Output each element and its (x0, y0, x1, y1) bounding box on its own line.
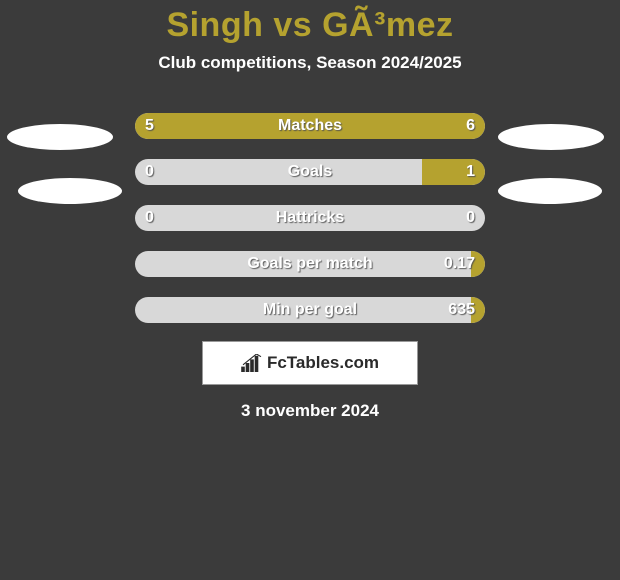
bar-fill-right (471, 297, 485, 323)
shadow-ellipse (7, 124, 113, 150)
source-logo: FcTables.com (202, 341, 418, 385)
bar-fill-right (294, 113, 485, 139)
bar-chart-icon (241, 354, 263, 372)
bar-track (135, 297, 485, 323)
page-subtitle: Club competitions, Season 2024/2025 (0, 53, 620, 103)
bar-fill-right (422, 159, 485, 185)
stat-row: Min per goal635 (0, 287, 620, 333)
bar-fill-right (471, 251, 485, 277)
bar-track (135, 113, 485, 139)
date-text: 3 november 2024 (0, 385, 620, 421)
bar-track (135, 159, 485, 185)
bar-track (135, 251, 485, 277)
page-title: Singh vs GÃ³mez (0, 0, 620, 53)
shadow-ellipse (18, 178, 122, 204)
bar-track (135, 205, 485, 231)
stat-row: Goals per match0.17 (0, 241, 620, 287)
shadow-ellipse (498, 178, 602, 204)
bar-fill-left (135, 113, 294, 139)
widget-container: Singh vs GÃ³mez Club competitions, Seaso… (0, 0, 620, 421)
source-logo-text: FcTables.com (267, 353, 379, 373)
shadow-ellipse (498, 124, 604, 150)
